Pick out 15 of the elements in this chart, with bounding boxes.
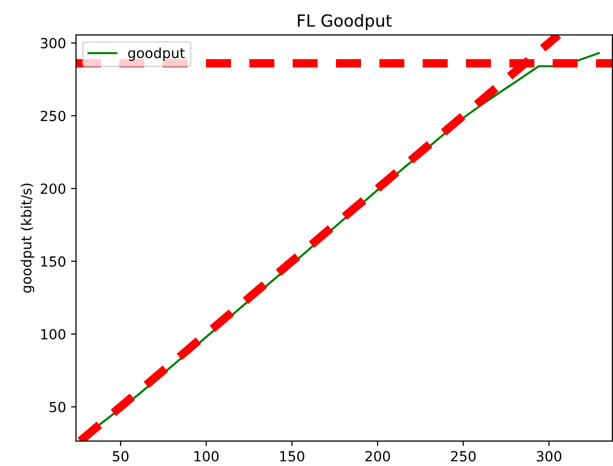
x-tick-label: 150 [280, 450, 304, 462]
y-tick-label: 250 [40, 110, 66, 122]
x-tick-label: 100 [194, 450, 219, 462]
x-tick-label: 50 [112, 450, 128, 462]
x-tick-label: 300 [536, 450, 562, 462]
x-tick-label: 250 [451, 450, 476, 462]
y-tick-label: 50 [50, 402, 66, 412]
y-axis-title: goodput (kbit/s) [20, 184, 34, 293]
legend-label: goodput [128, 47, 185, 61]
y-tick-label: 300 [40, 38, 66, 48]
y-tick-label: 200 [40, 183, 66, 194]
x-tick-label: 200 [365, 450, 390, 462]
chart-title: FL Goodput [298, 14, 392, 30]
y-tick-label: 150 [41, 256, 66, 267]
y-tick-label: 100 [41, 329, 66, 340]
